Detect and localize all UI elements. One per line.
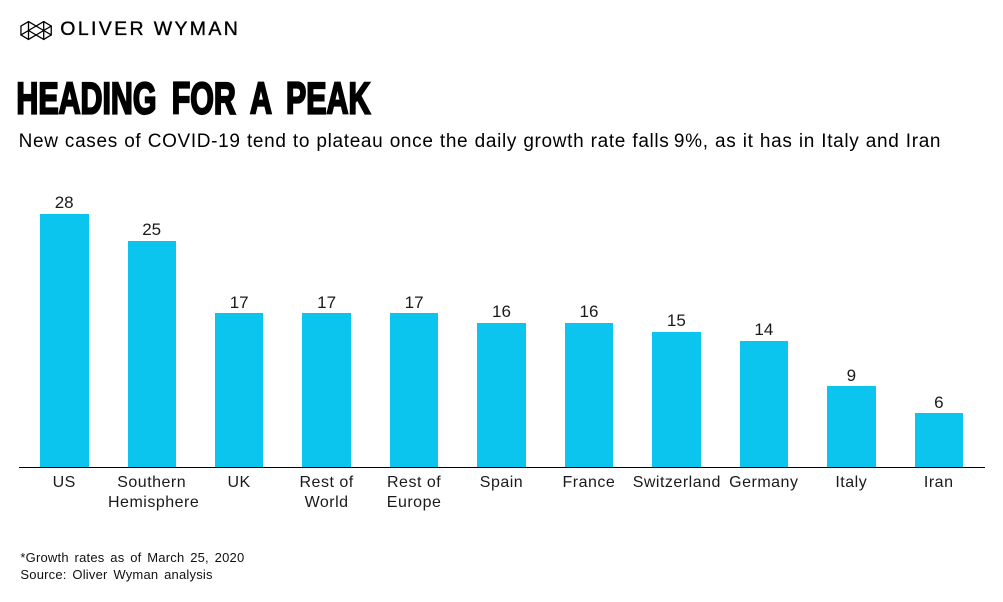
svg-text:HEADING FOR A PEAK: HEADING FOR A PEAK: [17, 75, 371, 121]
